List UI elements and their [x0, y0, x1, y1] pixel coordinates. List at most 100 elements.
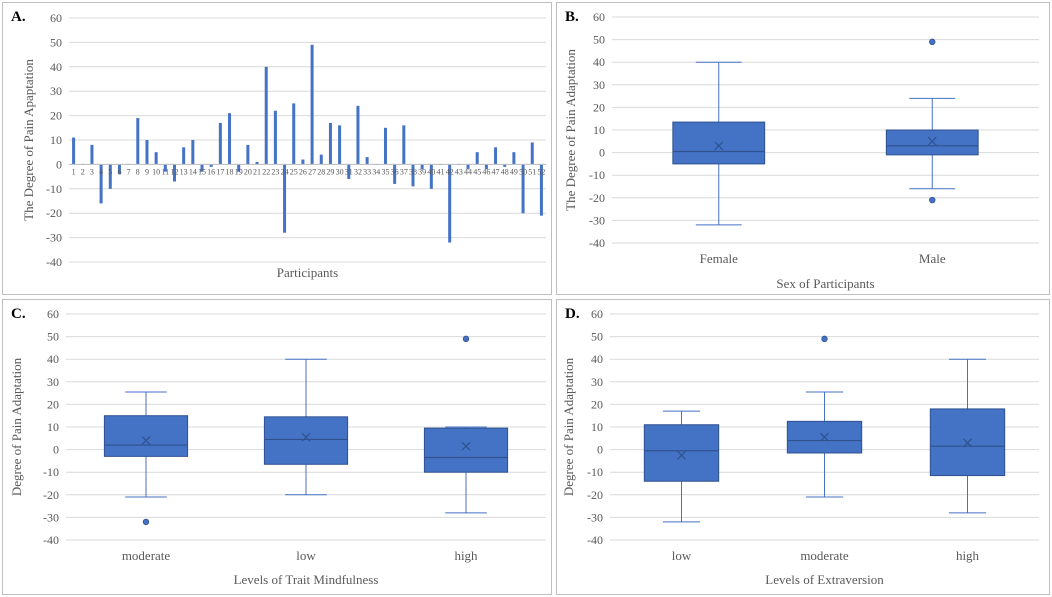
bar	[264, 66, 268, 165]
mean-marker	[301, 432, 311, 442]
x-tick-label: 29	[326, 167, 334, 176]
y-tick-label: 30	[47, 375, 59, 389]
bar	[429, 164, 433, 189]
x-tick-label: 32	[354, 167, 362, 176]
bar	[512, 152, 516, 165]
y-tick-label: 50	[50, 35, 62, 49]
x-tick-label: 7	[127, 167, 131, 176]
x-tick-label: 16	[207, 167, 215, 176]
y-tick-label: -10	[43, 465, 59, 479]
bar	[310, 44, 314, 165]
x-tick-label: 10	[152, 167, 160, 176]
y-tick-label: -30	[43, 510, 59, 524]
bar	[117, 164, 121, 175]
bar	[328, 122, 332, 165]
bar	[383, 127, 387, 165]
bar	[530, 142, 534, 165]
x-tick-label: 4	[99, 167, 103, 176]
y-tick-label: 0	[597, 443, 603, 457]
bar	[402, 125, 406, 165]
y-tick-label: -10	[46, 182, 62, 196]
x-tick-label: 12	[170, 167, 178, 176]
x-tick-label: 36	[391, 167, 399, 176]
y-tick-label: 20	[47, 397, 59, 411]
x-tick-label: Male	[919, 251, 946, 266]
bar	[200, 164, 204, 172]
bar	[494, 147, 498, 165]
x-tick-label: 40	[427, 167, 435, 176]
y-tick-label: 10	[50, 133, 62, 147]
y-tick-label: 60	[50, 11, 62, 25]
y-tick-label: -40	[46, 255, 62, 269]
bar	[182, 147, 186, 165]
bar	[273, 110, 277, 165]
box-plot-mindfulness: -40 -30 -20 -10 0 10 20 30 40 50 60 moderate low high…	[9, 307, 546, 587]
y-tick-label: -20	[587, 488, 603, 502]
bar	[484, 164, 488, 170]
mean-marker	[461, 441, 471, 451]
x-tick-label: 42	[446, 167, 454, 176]
x-tick-label: 38	[409, 167, 417, 176]
bar	[209, 164, 213, 167]
x-tick-label: 34	[372, 167, 380, 176]
x-tick-label: 37	[400, 167, 408, 176]
bar	[448, 164, 452, 243]
y-axis-title: The Degree of Pain Apaptation	[21, 59, 36, 221]
mean-marker	[714, 141, 724, 151]
x-tick-label: 3	[90, 167, 94, 176]
x-tick-label: 1	[72, 167, 76, 176]
x-tick-label: low	[296, 548, 316, 563]
y-tick-label: -20	[43, 488, 59, 502]
y-tick-label: 40	[47, 352, 59, 366]
x-axis-title: Levels of Extraversion	[765, 572, 884, 587]
x-tick-label: 45	[473, 167, 481, 176]
bar	[411, 164, 415, 187]
x-tick-label: 25	[290, 167, 298, 176]
bar	[172, 164, 176, 182]
bar	[356, 105, 360, 165]
y-tick-label: 20	[50, 109, 62, 123]
panel-c: C. -40 -30 -20 -10 0 10 20 30 40 50 60 moderate low h…	[2, 299, 552, 595]
x-tick-label: 27	[308, 167, 316, 176]
y-tick-label: 40	[50, 60, 62, 74]
panel-b-label: B.	[565, 9, 579, 25]
x-tick-label: 31	[345, 167, 353, 176]
bar	[255, 161, 259, 165]
y-tick-label: -20	[46, 206, 62, 220]
box-moderate	[786, 420, 863, 454]
y-tick-label: 60	[591, 307, 603, 321]
outlier-point	[462, 335, 470, 343]
x-tick-label: high	[956, 548, 980, 563]
mean-marker	[963, 438, 972, 448]
x-tick-label: 41	[437, 167, 445, 176]
x-axis-title: Levels of Trait Mindfulness	[234, 572, 379, 587]
box-low	[643, 424, 720, 482]
x-tick-label: moderate	[122, 548, 171, 563]
bar	[292, 103, 296, 165]
x-tick-label: 28	[317, 167, 325, 176]
x-tick-label: 19	[235, 167, 243, 176]
y-tick-label: 10	[591, 420, 603, 434]
bar	[108, 164, 112, 189]
x-tick-label: 35	[381, 167, 389, 176]
x-tick-label: high	[454, 548, 478, 563]
box-moderate	[103, 415, 189, 457]
x-tick-label: 46	[482, 167, 490, 176]
y-axis-title: The Degree of Pain Adaptation	[563, 49, 578, 211]
bar	[393, 164, 397, 184]
bar	[283, 164, 287, 233]
bar	[136, 118, 140, 165]
outlier-point	[929, 196, 936, 204]
y-tick-label: 30	[593, 78, 605, 92]
x-tick-label: 50	[519, 167, 527, 176]
bar	[466, 164, 470, 170]
panel-b: B. -40 -30 -20 -10 0 10 20 30 40 50 60 Female Male Se…	[556, 2, 1050, 295]
y-tick-label: 0	[56, 157, 62, 171]
bar	[539, 164, 543, 216]
x-tick-label: 5	[108, 167, 112, 176]
y-axis-title: Degree of Pain Adaptation	[561, 357, 576, 496]
x-tick-label: 51	[528, 167, 536, 176]
y-tick-label: -40	[587, 533, 603, 547]
x-tick-label: Female	[700, 251, 738, 266]
